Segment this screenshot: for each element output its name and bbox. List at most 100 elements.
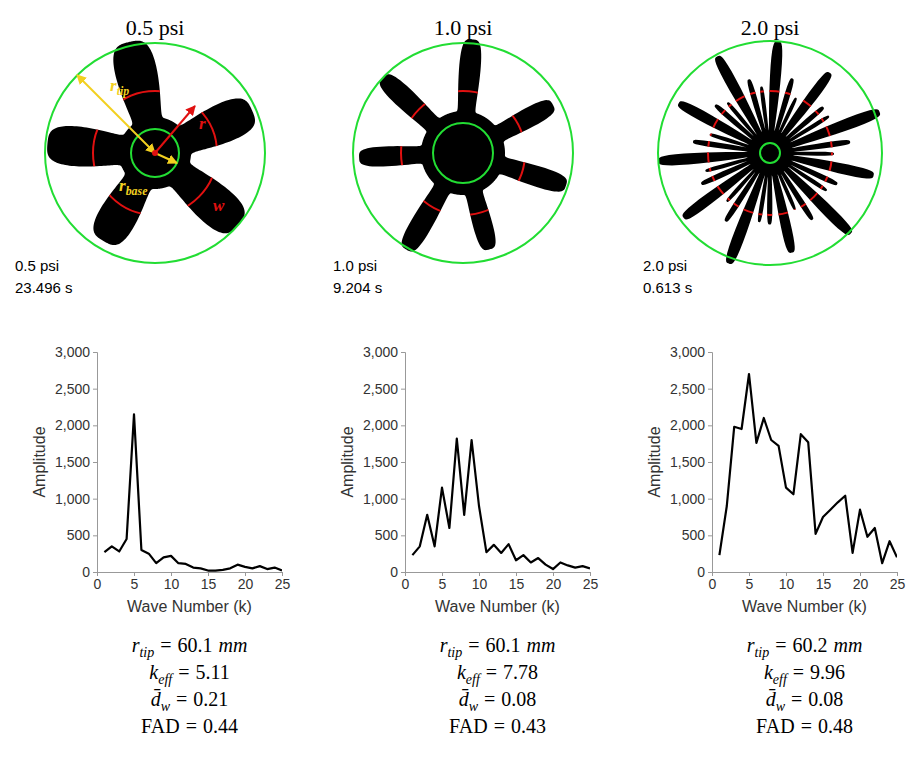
axis-line — [406, 573, 591, 577]
series-line — [104, 414, 282, 570]
metric-value: 0.44 — [203, 715, 238, 737]
tick-label: 0 — [697, 564, 705, 580]
image-caption: 1.0 psi — [333, 257, 377, 274]
tick: 3,000 — [670, 344, 712, 360]
annotation-label: rtip — [110, 76, 129, 98]
metric-value: 0.21 — [193, 688, 228, 710]
tick-label: 1,500 — [55, 454, 90, 470]
tick-label: 15 — [816, 576, 832, 592]
tick-mark — [93, 352, 97, 353]
tick: 10 — [472, 572, 488, 592]
metric-value: 0.43 — [511, 715, 546, 737]
metric: rtip=60.2mm — [747, 634, 863, 660]
axis-line — [708, 353, 713, 573]
tick-mark — [401, 499, 405, 500]
metric-value: 60.1 — [485, 634, 520, 656]
tick-label: 20 — [853, 576, 869, 592]
panel: 1.0 psi1.0 psi9.204 s051015202505001,000… — [333, 15, 598, 737]
symbol: w — [213, 196, 225, 215]
metric: rtip=60.1mm — [440, 634, 556, 660]
tick: 0 — [709, 572, 717, 592]
panel: 2.0 psi2.0 psi0.613 s051015202505001,000… — [643, 15, 905, 737]
metric: d̄w=0.21 — [151, 688, 229, 714]
axis-line — [93, 353, 98, 573]
outer-circle — [353, 43, 573, 263]
metric-value: 5.11 — [195, 661, 229, 683]
tick-label: 0 — [402, 576, 410, 592]
panel-title: 2.0 psi — [741, 15, 800, 40]
tick-mark — [708, 499, 712, 500]
subscript: tip — [139, 645, 154, 660]
axis-line — [713, 573, 898, 577]
tick-label: 10 — [779, 576, 795, 592]
outer-circle — [658, 41, 882, 265]
tick-label: 5 — [439, 576, 447, 592]
displaced-fluid — [658, 41, 880, 264]
metric-sign: = — [801, 715, 812, 737]
metric-sign: = — [160, 634, 171, 656]
annotation-label: r — [199, 114, 206, 133]
image-caption: 2.0 psi — [643, 257, 687, 274]
symbol: r — [199, 114, 206, 133]
tick: 15 — [201, 572, 217, 592]
metric: keff=7.78 — [457, 661, 538, 687]
metric-value: 0.08 — [808, 688, 843, 710]
annotation-arrow — [155, 153, 177, 163]
base-circle — [760, 143, 780, 163]
y-axis-title: Amplitude — [646, 426, 663, 497]
tick-mark — [401, 572, 405, 573]
metric-value: 7.78 — [503, 661, 538, 683]
tick-mark — [93, 425, 97, 426]
tick: 20 — [546, 572, 562, 592]
y-axis: 05001,0001,5002,0002,5003,000 — [55, 344, 98, 580]
metric: rtip=60.1mm — [132, 634, 248, 660]
tick-label: 3,000 — [670, 344, 705, 360]
metric-sign: = — [486, 661, 497, 683]
symbol: r — [440, 634, 448, 656]
subscript: w — [469, 699, 479, 714]
metric-sign: = — [186, 715, 197, 737]
plot-area — [104, 414, 282, 570]
tick: 25 — [275, 572, 291, 592]
tick: 2,500 — [670, 381, 712, 397]
tick: 500 — [67, 527, 97, 543]
tick: 1,000 — [670, 491, 712, 507]
tick: 2,000 — [55, 417, 97, 433]
tick-label: 15 — [201, 576, 217, 592]
subscript: eff — [466, 672, 482, 687]
tick-label: 0 — [94, 576, 102, 592]
tick: 25 — [583, 572, 599, 592]
image-caption: 0.5 psi — [15, 257, 59, 274]
metric-sign: = — [468, 634, 479, 656]
tick-label: 500 — [375, 527, 399, 543]
tick: 1,000 — [363, 491, 405, 507]
tick-mark — [93, 499, 97, 500]
tick-mark — [708, 389, 712, 390]
tick-label: 5 — [131, 576, 139, 592]
pattern-image: rtiprrbasew — [45, 41, 265, 263]
tick-label: 0 — [709, 576, 717, 592]
tick-mark — [401, 425, 405, 426]
annotation-arrow — [77, 75, 155, 153]
tick-mark — [93, 572, 97, 573]
tick: 0 — [697, 564, 712, 580]
tick-mark — [401, 352, 405, 353]
tick-label: 0 — [82, 564, 90, 580]
tick: 2,000 — [363, 417, 405, 433]
tick-mark — [93, 462, 97, 463]
x-axis-title: Wave Number (k) — [127, 598, 252, 615]
symbol: FAD — [141, 715, 180, 737]
metric-value: 60.1 — [177, 634, 212, 656]
symbol: FAD — [756, 715, 795, 737]
symbol: FAD — [449, 715, 488, 737]
series-line — [412, 439, 590, 570]
metric-sign: = — [775, 634, 786, 656]
tick-mark — [93, 389, 97, 390]
metric-value: 0.48 — [818, 715, 853, 737]
tick: 1,500 — [670, 454, 712, 470]
image-caption: 9.204 s — [333, 279, 382, 296]
symbol: r — [132, 634, 140, 656]
x-axis-title: Wave Number (k) — [435, 598, 560, 615]
tick-label: 1,000 — [363, 491, 398, 507]
y-axis: 05001,0001,5002,0002,5003,000 — [670, 344, 713, 580]
